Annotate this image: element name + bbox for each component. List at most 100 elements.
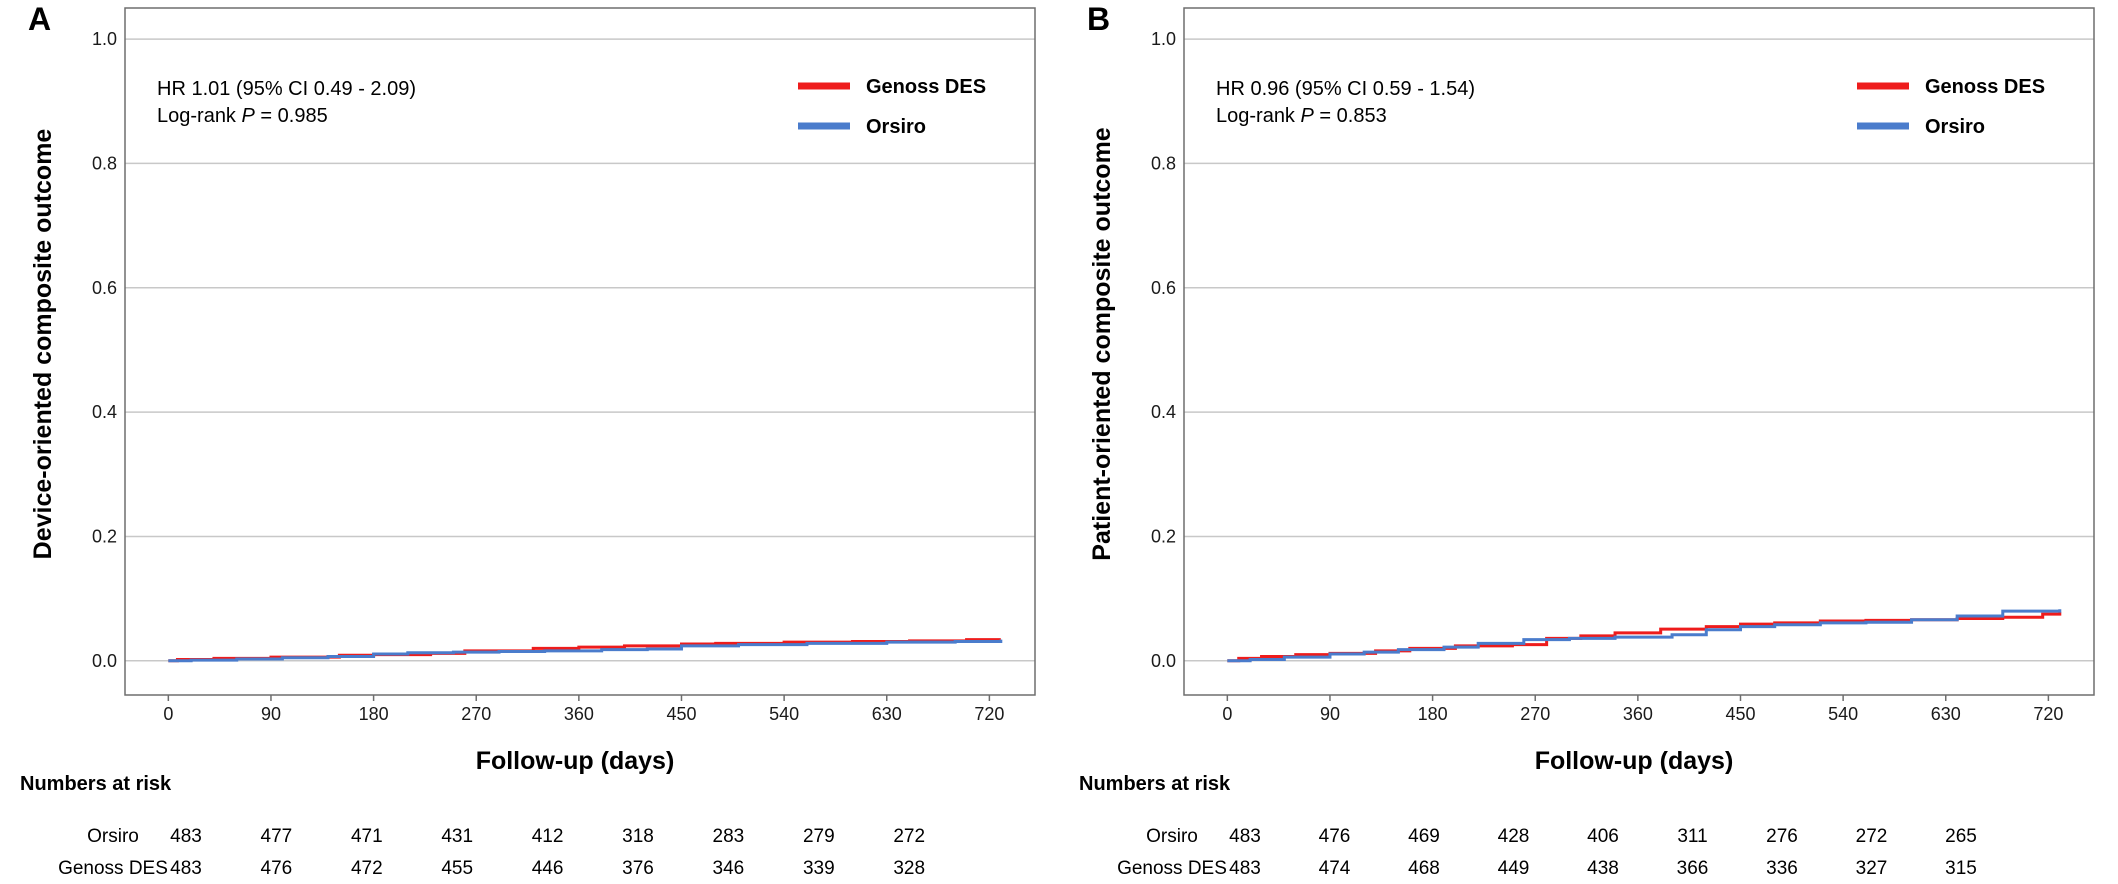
risk-value: 336 — [1766, 858, 1798, 879]
risk-value: 449 — [1498, 858, 1530, 879]
y-tick-label: 0.0 — [1151, 651, 1176, 671]
y-tick-label: 0.8 — [92, 153, 117, 173]
panel-letter: B — [1087, 1, 1110, 37]
risk-value: 472 — [351, 858, 383, 879]
x-tick-label: 180 — [1418, 704, 1448, 724]
panel-b: B 0.0 0.2 0.4 0.6 0.8 1.0 0 90 180 270 360 450 540 630… — [1059, 0, 2118, 884]
risk-value: 346 — [713, 858, 745, 879]
risk-value: 469 — [1408, 826, 1440, 847]
km-chart-b: B 0.0 0.2 0.4 0.6 0.8 1.0 0 90 180 270 360 450 540 630… — [1079, 1, 2095, 879]
x-tick-label: 270 — [461, 704, 491, 724]
risk-value: 476 — [261, 858, 293, 879]
risk-row-label: Orsiro — [87, 826, 139, 847]
log-rank-p: P — [1301, 105, 1315, 127]
legend-label: Orsiro — [866, 116, 926, 138]
y-axis-label: Patient-oriented composite outcome — [1088, 127, 1116, 560]
risk-value: 283 — [713, 826, 745, 847]
x-tick-label: 90 — [1320, 704, 1340, 724]
risk-value: 483 — [170, 858, 202, 879]
x-tick-label: 450 — [666, 704, 696, 724]
risk-value: 366 — [1677, 858, 1709, 879]
y-tick-label: 0.4 — [92, 402, 117, 422]
risk-value: 327 — [1856, 858, 1888, 879]
x-axis-label: Follow-up (days) — [1535, 747, 1734, 775]
y-tick-label: 0.6 — [92, 278, 117, 298]
x-axis-label: Follow-up (days) — [476, 747, 675, 775]
risk-value: 446 — [532, 858, 564, 879]
risk-value: 311 — [1677, 826, 1707, 847]
legend-label: Orsiro — [1925, 116, 1985, 138]
x-tick-label: 450 — [1725, 704, 1755, 724]
x-tick-label: 540 — [769, 704, 799, 724]
log-rank-text: Log-rank P = 0.985 — [157, 105, 328, 127]
risk-value: 483 — [1229, 858, 1261, 879]
risk-value: 455 — [441, 858, 473, 879]
risk-value: 483 — [170, 826, 202, 847]
x-tick-label: 720 — [974, 704, 1004, 724]
risk-value: 483 — [1229, 826, 1261, 847]
hazard-ratio-text: HR 0.96 (95% CI 0.59 - 1.54) — [1216, 78, 1475, 100]
risk-value: 412 — [532, 826, 564, 847]
x-tick-label: 720 — [2033, 704, 2063, 724]
risk-value: 272 — [1856, 826, 1888, 847]
risk-row-label: Genoss DES — [58, 858, 168, 879]
y-tick-label: 0.4 — [1151, 402, 1176, 422]
y-tick-label: 0.2 — [92, 526, 117, 546]
risk-value: 431 — [441, 826, 473, 847]
panel-letter: A — [28, 1, 51, 37]
log-rank-value: = 0.853 — [1314, 105, 1387, 127]
plot-frame — [124, 7, 1036, 696]
y-tick-label: 0.0 — [92, 651, 117, 671]
risk-value: 468 — [1408, 858, 1440, 879]
legend-label: Genoss DES — [866, 76, 986, 98]
plot-frame — [1183, 7, 2095, 696]
x-tick-label: 0 — [1222, 704, 1232, 724]
risk-value: 474 — [1319, 858, 1351, 879]
panel-a: A 0.0 0.2 0.4 0.6 0.8 1.0 0 90 180 270 360 450 540 630… — [20, 1, 1036, 879]
log-rank-text: Log-rank P = 0.853 — [1216, 105, 1387, 127]
risk-value: 376 — [622, 858, 654, 879]
risk-value: 438 — [1587, 858, 1619, 879]
risk-value: 318 — [622, 826, 654, 847]
km-chart-a: A 0.0 0.2 0.4 0.6 0.8 1.0 0 90 180 270 360 450 540 630… — [20, 1, 1036, 879]
risk-value: 428 — [1498, 826, 1530, 847]
km-curve-orsiro — [1227, 609, 2062, 663]
y-tick-label: 1.0 — [92, 29, 117, 49]
risk-row-label: Genoss DES — [1117, 858, 1227, 879]
risk-table-title: Numbers at risk — [20, 773, 172, 795]
log-rank-p: P — [242, 105, 256, 127]
risk-value: 279 — [803, 826, 835, 847]
risk-value: 276 — [1766, 826, 1798, 847]
hazard-ratio-text: HR 1.01 (95% CI 0.49 - 2.09) — [157, 78, 416, 100]
risk-value: 315 — [1945, 858, 1977, 879]
risk-value: 272 — [893, 826, 925, 847]
risk-value: 328 — [893, 858, 925, 879]
log-rank-prefix: Log-rank — [1216, 105, 1301, 127]
x-tick-label: 630 — [1931, 704, 1961, 724]
km-curve-orsiro — [168, 639, 1003, 663]
x-tick-label: 360 — [1623, 704, 1653, 724]
risk-row-label: Orsiro — [1146, 826, 1198, 847]
y-tick-label: 1.0 — [1151, 29, 1176, 49]
risk-value: 476 — [1319, 826, 1351, 847]
risk-value: 339 — [803, 858, 835, 879]
risk-value: 477 — [261, 826, 293, 847]
risk-value: 406 — [1587, 826, 1619, 847]
y-tick-label: 0.2 — [1151, 526, 1176, 546]
risk-value: 265 — [1945, 826, 1977, 847]
log-rank-prefix: Log-rank — [157, 105, 242, 127]
risk-table-title: Numbers at risk — [1079, 773, 1231, 795]
risk-value: 471 — [351, 826, 383, 847]
x-tick-label: 630 — [872, 704, 902, 724]
x-tick-label: 360 — [564, 704, 594, 724]
x-tick-label: 0 — [163, 704, 173, 724]
y-axis-label: Device-oriented composite outcome — [29, 129, 57, 560]
x-tick-label: 180 — [359, 704, 389, 724]
x-tick-label: 540 — [1828, 704, 1858, 724]
y-tick-label: 0.8 — [1151, 153, 1176, 173]
x-tick-label: 270 — [1520, 704, 1550, 724]
y-tick-label: 0.6 — [1151, 278, 1176, 298]
x-tick-label: 90 — [261, 704, 281, 724]
log-rank-value: = 0.985 — [255, 105, 328, 127]
legend-label: Genoss DES — [1925, 76, 2045, 98]
